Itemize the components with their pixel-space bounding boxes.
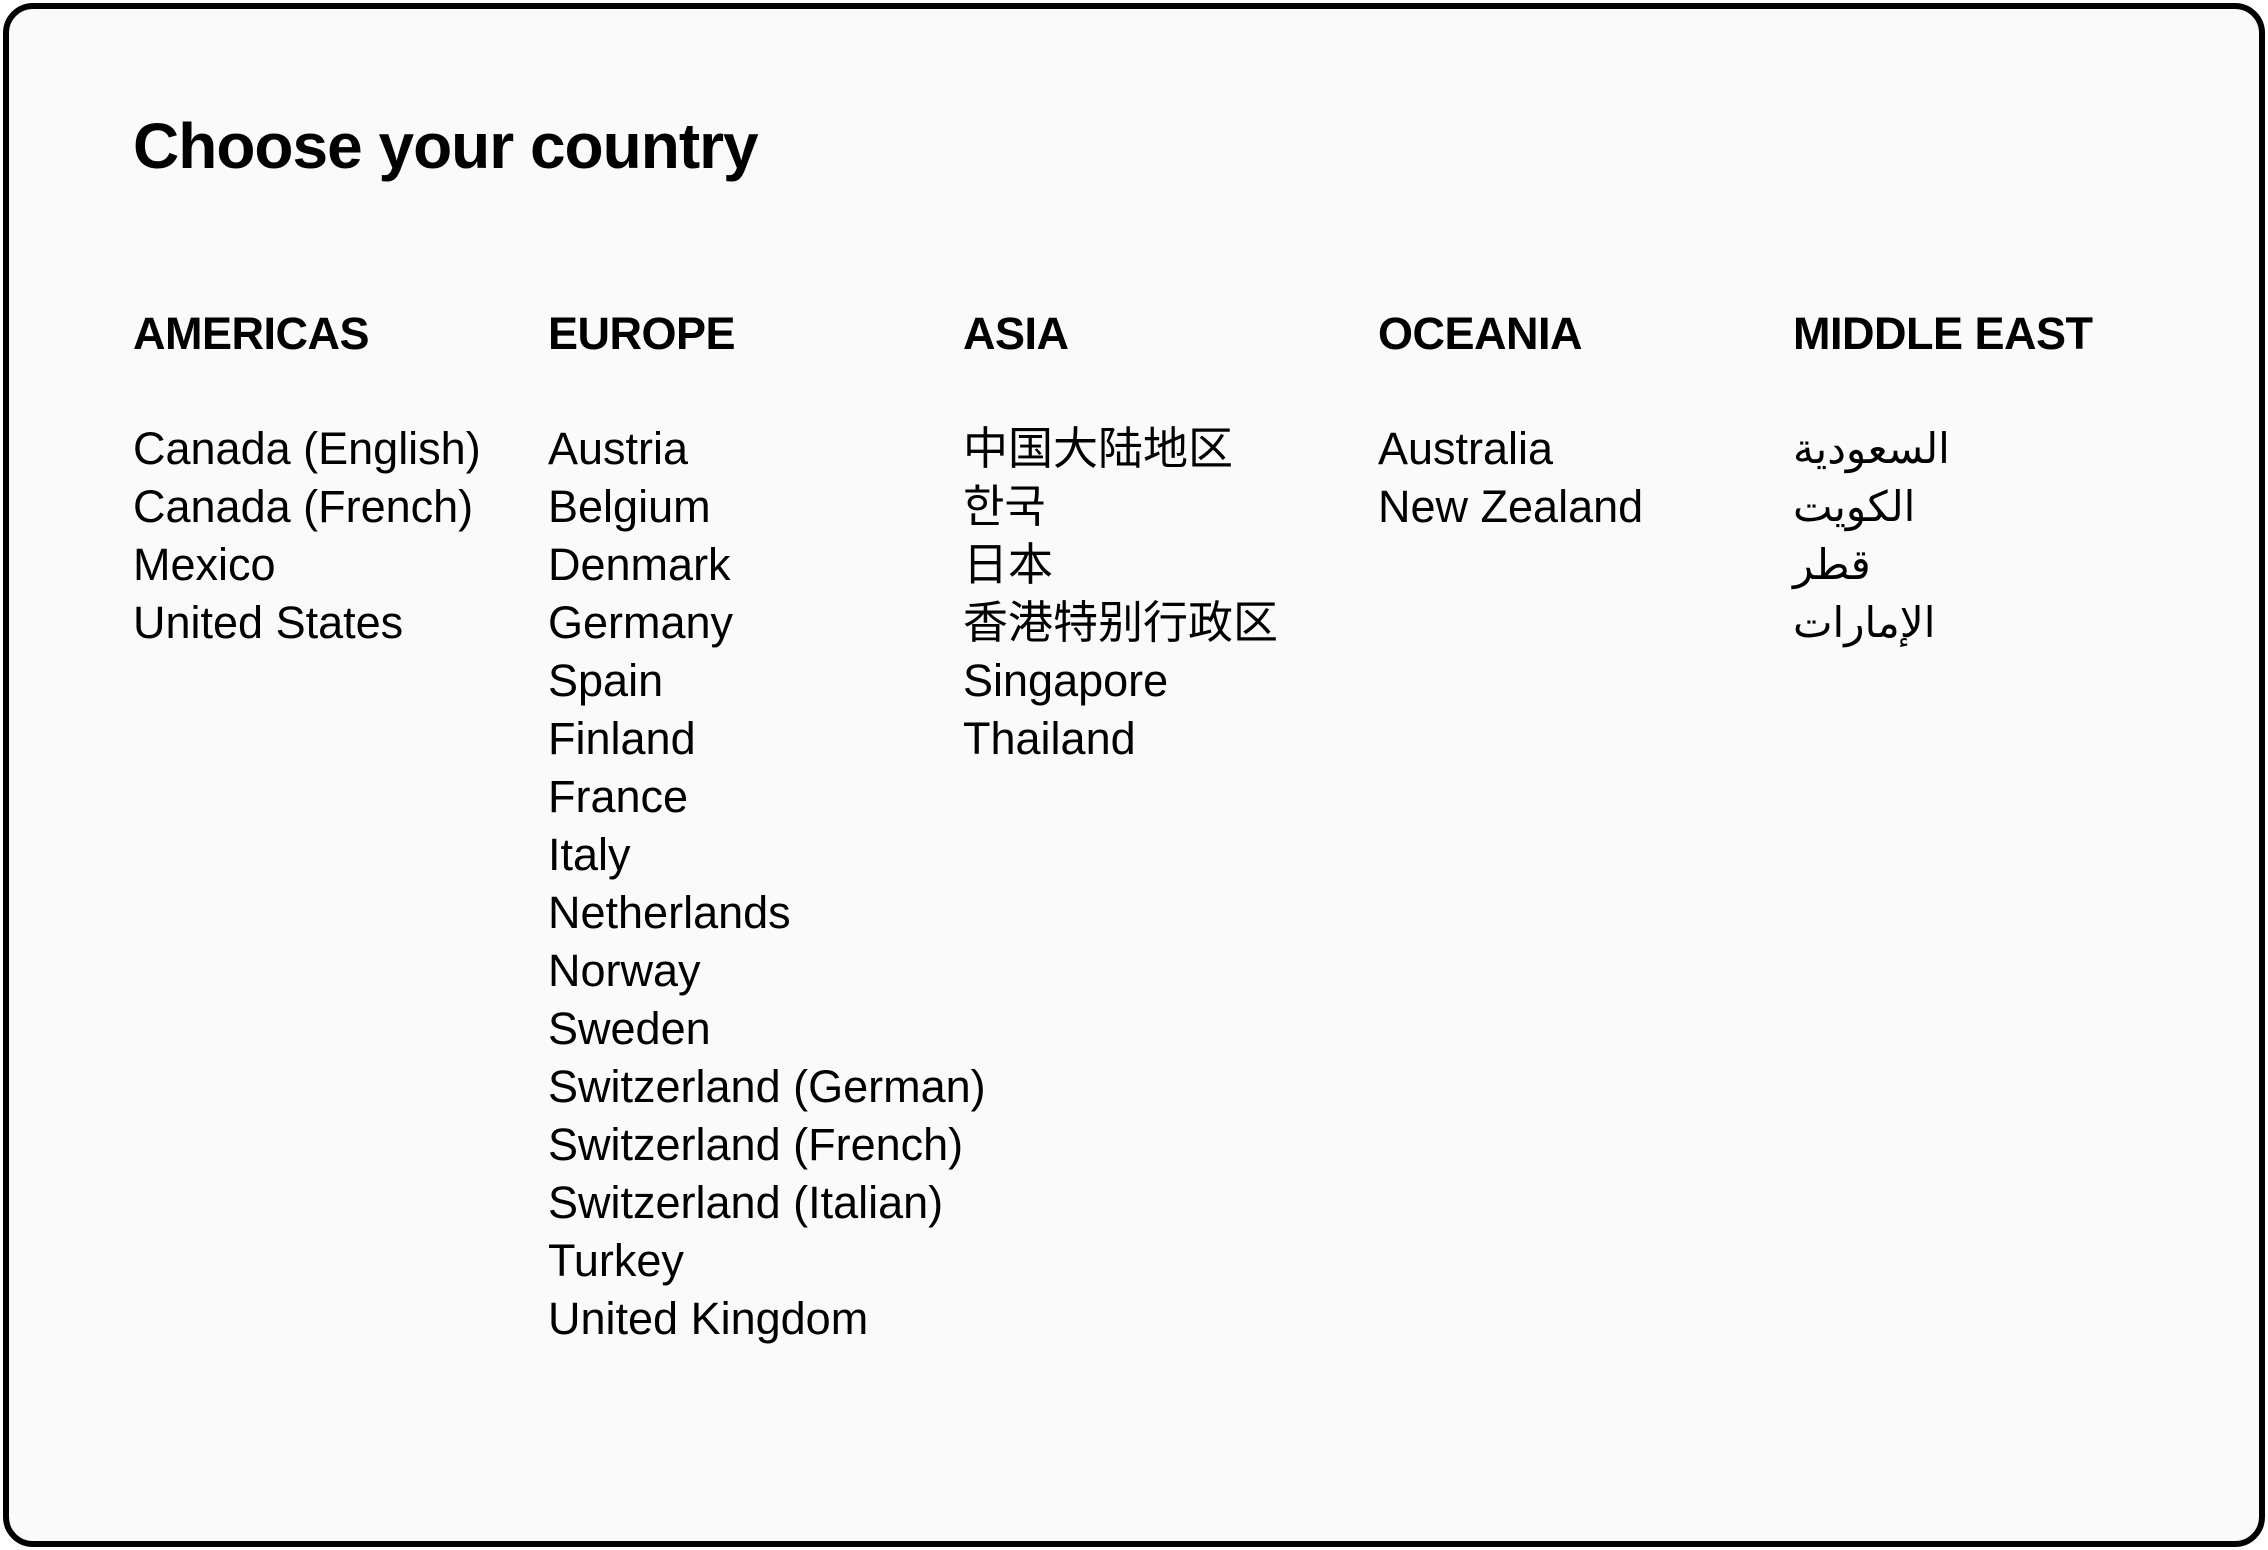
region-column-europe: EUROPE Austria Belgium Denmark Germany Spain F… bbox=[548, 304, 986, 1348]
country-link[interactable]: Australia bbox=[1378, 423, 1554, 474]
country-picker-panel: Choose your country AMERICAS Canada (Engl… bbox=[3, 3, 2265, 1547]
country-link[interactable]: Mexico bbox=[133, 539, 276, 590]
country-link[interactable]: الإمارات bbox=[1793, 598, 1936, 647]
country-link[interactable]: Switzerland (German) bbox=[548, 1061, 986, 1112]
country-list: السعودية الكويت قطر الإمارات bbox=[1793, 420, 2208, 652]
country-list: Australia New Zealand bbox=[1378, 420, 1793, 536]
region-column-americas: AMERICAS Canada (English) Canada (French) M… bbox=[133, 304, 548, 1348]
country-list: Austria Belgium Denmark Germany Spain Finland… bbox=[548, 420, 986, 1348]
country-link[interactable]: السعودية bbox=[1793, 424, 1950, 473]
country-link[interactable]: 中国大陆地区 bbox=[963, 423, 1234, 474]
country-link[interactable]: United States bbox=[133, 597, 404, 648]
region-heading: AMERICAS bbox=[133, 308, 370, 359]
country-link[interactable]: Thailand bbox=[963, 713, 1136, 764]
country-link[interactable]: Switzerland (Italian) bbox=[548, 1177, 944, 1228]
country-link[interactable]: Austria bbox=[548, 423, 689, 474]
country-link[interactable]: 한국 bbox=[963, 481, 1046, 532]
country-link[interactable]: Norway bbox=[548, 945, 701, 996]
country-link[interactable]: 日本 bbox=[963, 539, 1054, 590]
country-link[interactable]: Germany bbox=[548, 597, 734, 648]
country-link[interactable]: Denmark bbox=[548, 539, 731, 590]
region-column-oceania: OCEANIA Australia New Zealand bbox=[1378, 304, 1793, 1348]
country-link[interactable]: Sweden bbox=[548, 1003, 711, 1054]
region-column-middle-east: MIDDLE EAST السعودية الكويت قطر الإمارات bbox=[1793, 304, 2208, 1348]
country-link[interactable]: Canada (English) bbox=[133, 423, 481, 474]
country-link[interactable]: Finland bbox=[548, 713, 696, 764]
region-heading: ASIA bbox=[963, 308, 1069, 359]
country-list: 中国大陆地区 한국 日本香港特别行政区 Singapore Thailand bbox=[963, 420, 1378, 768]
region-heading: EUROPE bbox=[548, 308, 736, 359]
country-link[interactable]: Switzerland (French) bbox=[548, 1119, 964, 1170]
region-heading: MIDDLE EAST bbox=[1793, 308, 2093, 359]
country-link[interactable]: Netherlands bbox=[548, 887, 791, 938]
country-link[interactable]: United Kingdom bbox=[548, 1293, 869, 1344]
country-link[interactable]: Spain bbox=[548, 655, 664, 706]
country-list: Canada (English) Canada (French) Mexico Uni… bbox=[133, 420, 548, 652]
country-link[interactable]: 香港特别行政区 bbox=[963, 597, 1279, 648]
region-columns: AMERICAS Canada (English) Canada (French) M… bbox=[133, 304, 2208, 1348]
country-link[interactable]: Italy bbox=[548, 829, 631, 880]
country-link[interactable]: الكويت bbox=[1793, 482, 1916, 531]
page-title: Choose your country bbox=[133, 110, 759, 182]
region-heading: OCEANIA bbox=[1378, 308, 1583, 359]
country-link[interactable]: Canada (French) bbox=[133, 481, 474, 532]
country-link[interactable]: قطر bbox=[1793, 540, 1871, 589]
country-link[interactable]: Belgium bbox=[548, 481, 711, 532]
country-link[interactable]: Singapore bbox=[963, 655, 1169, 706]
country-link[interactable]: France bbox=[548, 771, 689, 822]
country-link[interactable]: New Zealand bbox=[1378, 481, 1644, 532]
region-column-asia: ASIA 中国大陆地区 한국 日本香港特别行政区 Singapore Thailand bbox=[963, 304, 1378, 1348]
country-link[interactable]: Turkey bbox=[548, 1235, 684, 1286]
